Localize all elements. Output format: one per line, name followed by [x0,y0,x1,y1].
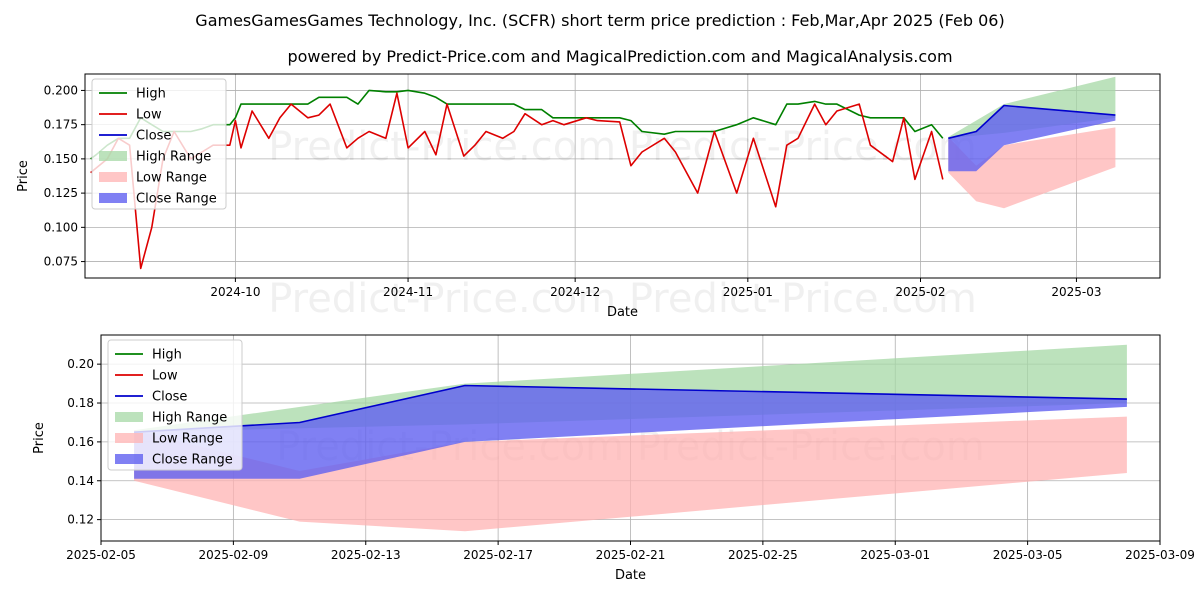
y-tick-label: 0.200 [44,83,78,97]
x-tick-label: 2025-02-13 [331,548,401,562]
legend-swatch-low-range [115,433,143,443]
x-tick-label: 2025-03 [1051,285,1101,299]
top-chart-panel: Predict-Price.com Predict-Price.comPredi… [16,73,1161,322]
legend-label: Low [136,108,162,123]
y-axis-label: Price [16,160,31,192]
legend-label: High Range [152,411,227,426]
legend-label: Low [152,369,178,384]
legend-swatch-close-range [115,454,143,464]
y-tick-label: 0.125 [44,186,78,200]
legend-label: High [136,87,166,102]
x-tick-label: 2025-03-09 [1125,548,1195,562]
x-tick-label: 2025-01 [723,285,773,299]
watermark-text: Predict-Price.com Predict-Price.com [268,276,977,322]
chart-subtitle: powered by Predict-Price.com and Magical… [287,47,952,66]
low-range-band [948,127,1116,209]
x-tick-label: 2025-02-21 [596,548,666,562]
x-tick-label: 2024-11 [383,285,433,299]
legend-label: Low Range [152,432,223,447]
y-tick-label: 0.100 [44,220,78,234]
y-tick-label: 0.20 [67,357,94,371]
plot-frame [84,73,1161,279]
x-tick-label: 2025-02-09 [199,548,269,562]
x-tick-label: 2024-10 [210,285,260,299]
y-tick-label: 0.075 [44,255,78,269]
low-range-band [134,416,1127,532]
y-tick-label: 0.18 [67,396,94,410]
legend-swatch-close-range [99,193,127,203]
legend-swatch-high-range [99,151,127,161]
x-tick-label: 2025-03-01 [860,548,930,562]
legend-swatch-high-range [115,412,143,422]
plot-area: Predict-Price.com Predict-Price.com [134,344,1127,532]
bottom-chart-panel: Predict-Price.com Predict-Price.com 2025-… [32,334,1195,583]
y-tick-label: 0.12 [67,513,94,527]
x-tick-label: 2025-02 [895,285,945,299]
close-range-band [134,385,1127,479]
chart-legend: High Low Close High Range Low Range Close Ran… [107,339,243,471]
legend-label: High Range [136,150,211,165]
legend-label: Close [136,129,171,144]
y-tick-label: 0.175 [44,118,78,132]
y-axis-label: Price [32,422,47,454]
x-tick-label: 2025-02-25 [728,548,798,562]
legend-label: Low Range [136,171,207,186]
chart-legend: High Low Close High Range Low Range Close Ran… [91,78,227,210]
x-tick-label: 2025-02-05 [66,548,136,562]
x-tick-label: 2025-02-17 [463,548,533,562]
chart-title: GamesGamesGames Technology, Inc. (SCFR) … [195,11,1004,30]
y-tick-label: 0.14 [67,474,94,488]
legend-label: Close [152,390,187,405]
legend-swatch-low-range [99,172,127,182]
legend-label: High [152,348,182,363]
close-range-band [948,105,1116,172]
x-axis-label: Date [615,568,646,583]
legend-label: Close Range [136,192,217,207]
x-axis-label: Date [607,305,638,320]
legend-label: Close Range [152,453,233,468]
x-tick-label: 2024-12 [550,285,600,299]
close-series-line [948,104,1116,140]
x-tick-label: 2025-03-05 [993,548,1063,562]
y-tick-label: 0.150 [44,152,78,166]
y-tick-label: 0.16 [67,435,94,449]
